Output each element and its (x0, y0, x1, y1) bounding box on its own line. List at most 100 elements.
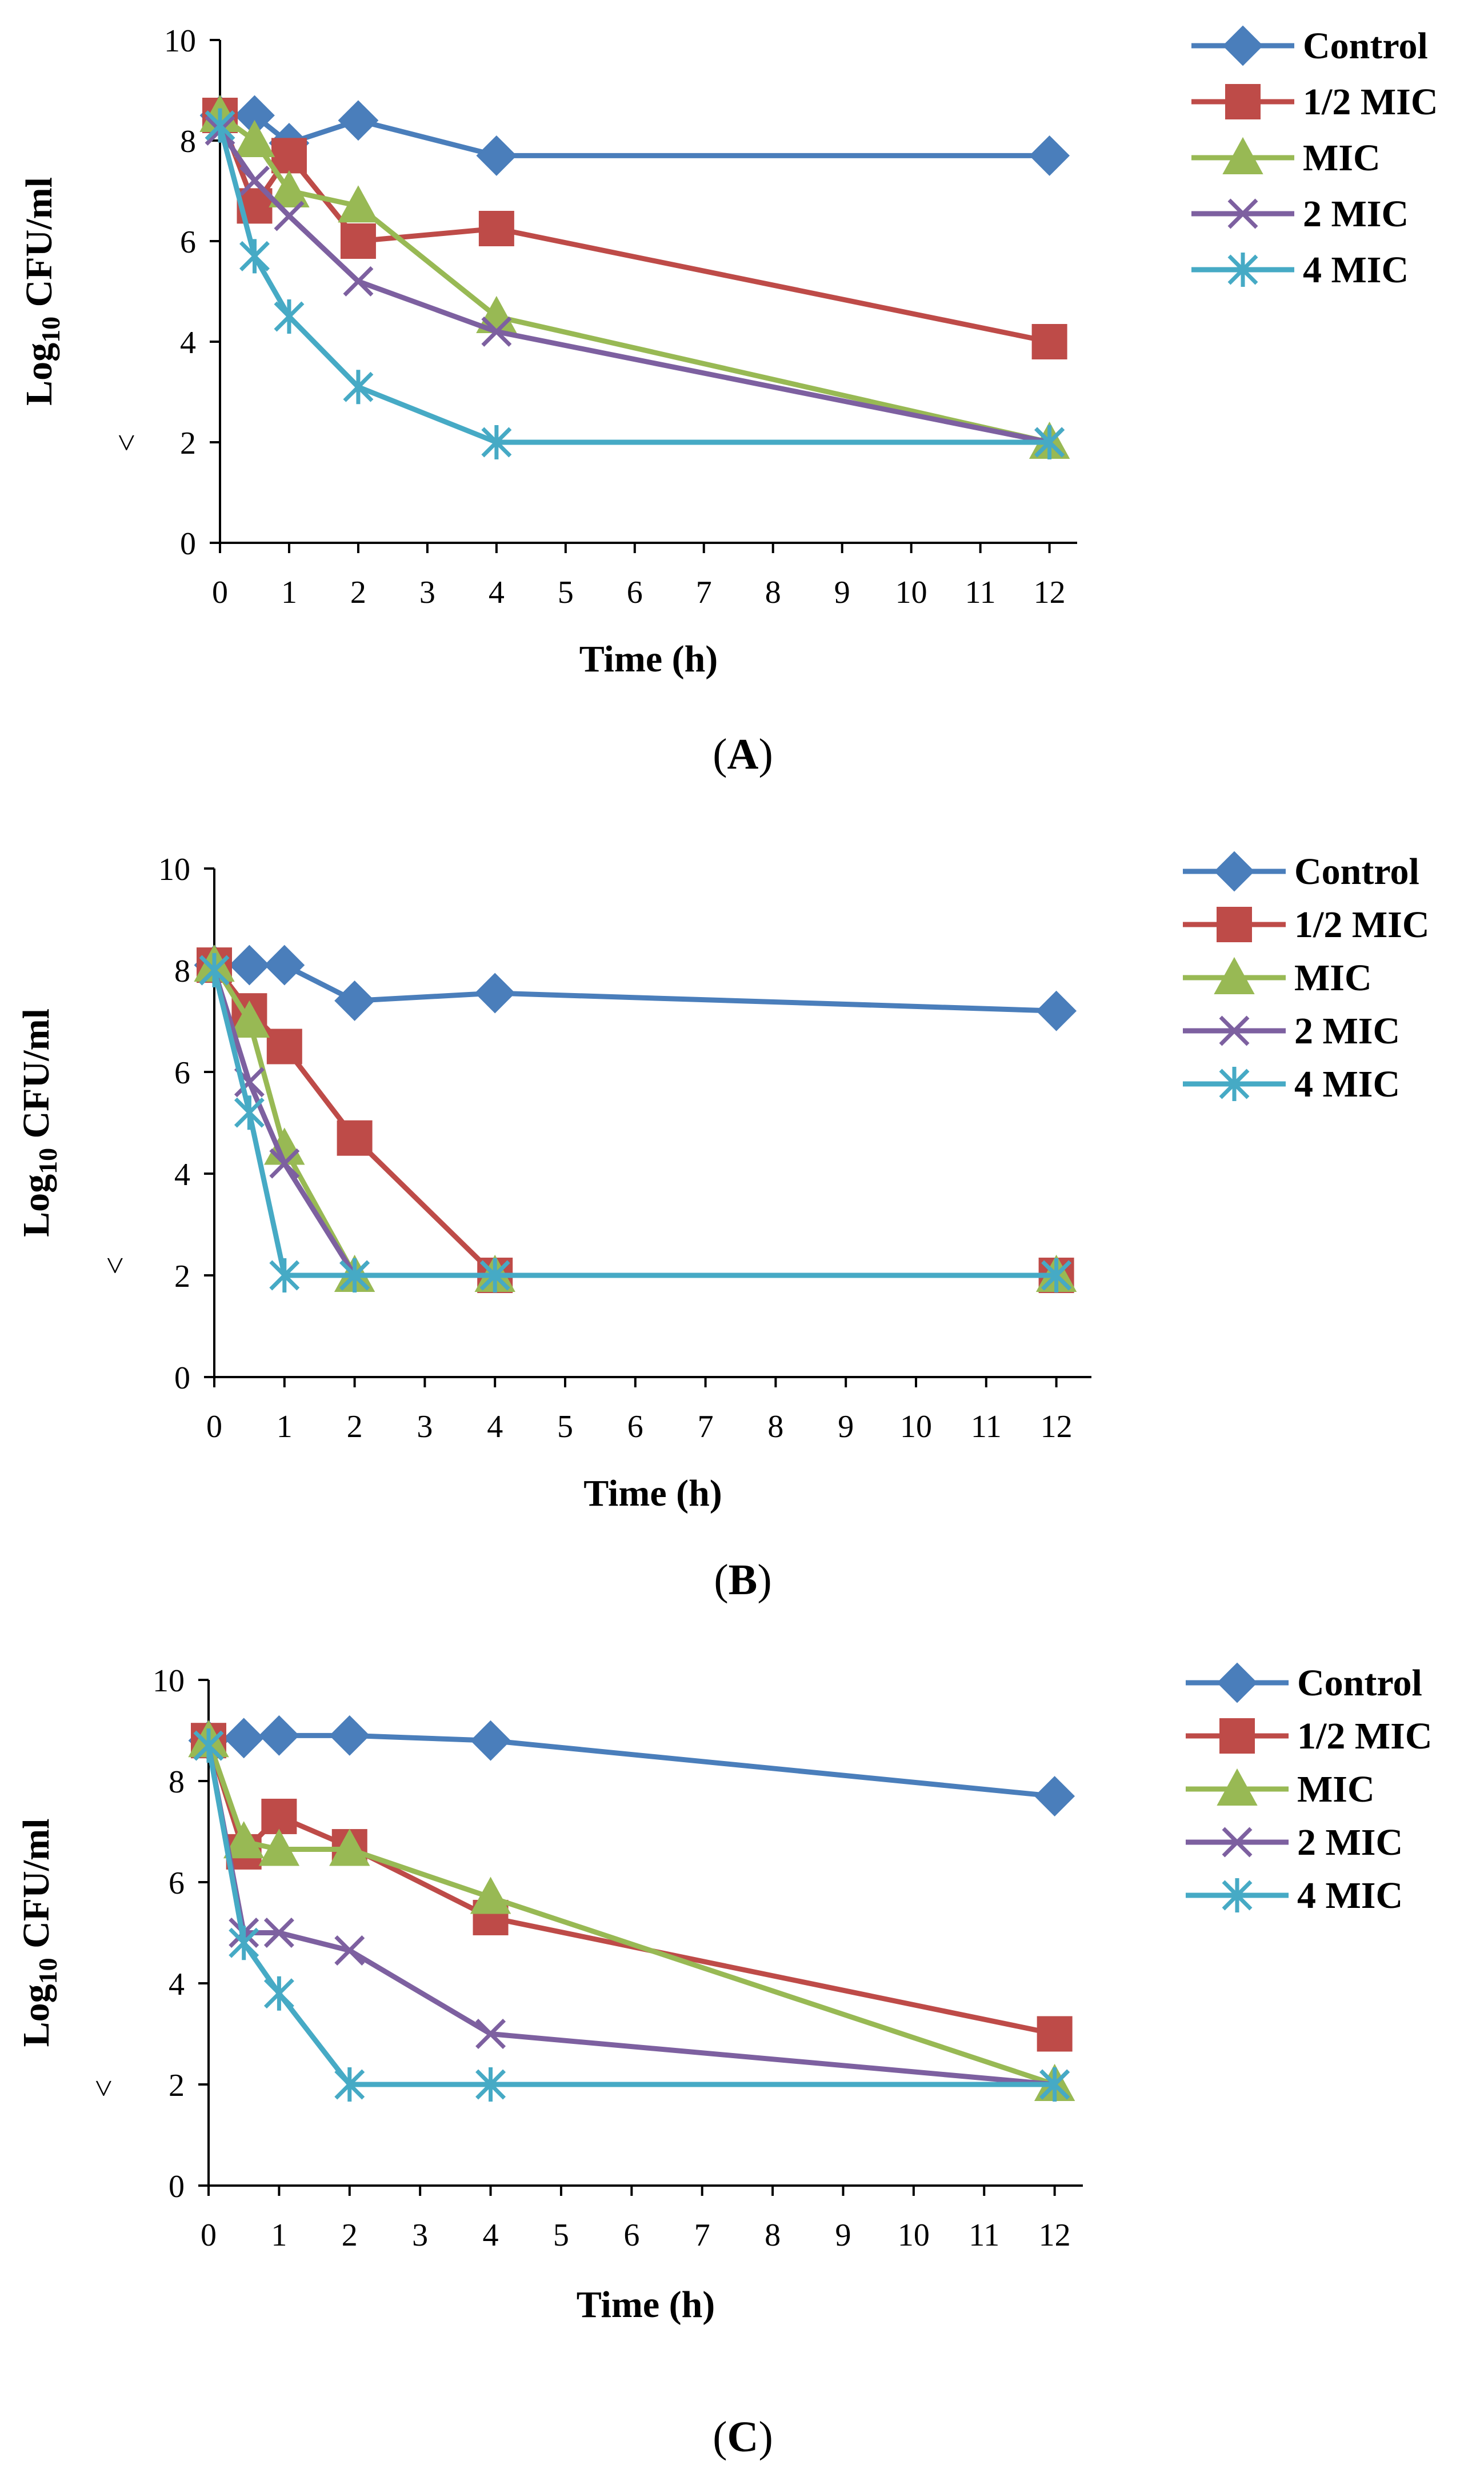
panel-b-legend-label-mic: MIC (1294, 957, 1372, 999)
panel-a-point-4-mic (343, 370, 374, 405)
panel-b-legend-label-1-2-mic: 1/2 MIC (1294, 904, 1429, 946)
panel-c-y-tick-label: 2 (169, 2068, 185, 2103)
panel-c-legend-label-4-mic: 4 MIC (1297, 1875, 1403, 1916)
panel-c-series-4-mic (193, 1728, 1070, 2102)
panel-a-x-tick-label: 10 (895, 575, 927, 610)
panel-c-point-mic (258, 1828, 300, 1866)
panel-b-label-letter: B (729, 1556, 758, 1604)
panel-c-legend-marker-2-mic (1222, 1827, 1253, 1858)
panel-b-x-tick-label: 2 (347, 1409, 363, 1444)
panel-c-legend-label-2-mic: 2 MIC (1297, 1822, 1403, 1863)
panel-b-x-tick-label: 7 (698, 1409, 714, 1444)
panel-b-y-tick-label: 10 (158, 852, 190, 887)
panel-a-point-2-mic (481, 316, 512, 347)
panel-c-x-tick-label: 5 (553, 2218, 569, 2253)
panel-a-y-tick-label: 10 (164, 23, 196, 59)
panel-c-legend-label-1-2-mic: 1/2 MIC (1297, 1715, 1432, 1757)
panel-c-x-tick-label: 1 (271, 2218, 287, 2253)
panel-a-y-tick-label: 4 (180, 325, 196, 361)
panel-c-point-4-mic (475, 2067, 506, 2102)
panel-b-point-control (474, 973, 515, 1014)
panel-a-x-tick-label: 9 (834, 575, 850, 610)
panel-a-x-tick-label: 7 (696, 575, 712, 610)
panel-a-legend-label-mic: MIC (1303, 137, 1381, 179)
panel-c-x-tick-label: 6 (623, 2218, 639, 2253)
panel-b-legend-label-2-mic: 2 MIC (1294, 1010, 1400, 1052)
panel-b-x-tick-label: 11 (971, 1409, 1002, 1444)
panel-a-series-control (199, 95, 1070, 176)
panel-a-point-4-mic (205, 108, 235, 143)
panel-b-legend-label-4-mic: 4 MIC (1294, 1063, 1400, 1105)
panel-c-line-4-mic (206, 1745, 1055, 2087)
panel-c-x-tick-label: 10 (898, 2218, 930, 2253)
panel-c-legend-label-control: Control (1297, 1662, 1422, 1704)
panel-a-y-axis-title-rest: CFU/ml (18, 177, 60, 317)
panel-c-point-control (470, 1720, 511, 1761)
panel-c-point-2-mic (263, 1918, 294, 1948)
panel-a-line-2-mic (218, 129, 1050, 445)
panel-b-legend-marker-mic (1214, 957, 1255, 994)
panel-a-point-mic (269, 170, 310, 207)
panel-c-point-control (1034, 1776, 1075, 1816)
panel-a-line-mic (218, 113, 1050, 445)
panel-c-point-control (223, 1718, 265, 1759)
panel-c-x-tick-label: 7 (694, 2218, 710, 2253)
panel-b-point-control (264, 945, 305, 986)
panel-c-point-control (329, 1715, 370, 1756)
panel-a-line-4-mic (217, 125, 1050, 445)
panel-a-point-mic (338, 185, 379, 223)
panel-b-y-axis-title-subscript: 10 (33, 1148, 62, 1174)
panel-a-point-control (1029, 135, 1070, 176)
panel-a-point-2-mic (239, 165, 270, 196)
panel-a-x-tick-label: 4 (489, 575, 505, 610)
panel-c-y-tick-label: 0 (169, 2169, 185, 2204)
panel-c-series-mic (188, 1720, 1075, 2101)
panel-a-x-tick-label: 2 (350, 575, 366, 610)
panel-b-y-axis-title-rest: CFU/ml (15, 1009, 57, 1148)
panel-b-x-tick-label: 12 (1041, 1409, 1073, 1444)
panel-c-point-4-mic (263, 1976, 294, 2011)
panel-c-x-tick-label: 12 (1039, 2218, 1071, 2253)
panel-a-legend-label-control: Control (1303, 25, 1428, 67)
panel-a-label-close: ) (758, 730, 773, 778)
panel-a-x-axis-title: Time (h) (579, 638, 718, 680)
panel-b-series-control (194, 945, 1077, 1031)
panel-b-label-close: ) (757, 1556, 771, 1604)
panel-a-point-4-mic (239, 239, 270, 274)
panel-c-point-1-2-mic (1037, 2016, 1073, 2052)
panel-a-legend-marker-1-2-mic (1225, 84, 1261, 119)
panel-b-legend-marker-control (1214, 851, 1255, 892)
panel-b-legend-label-control: Control (1294, 851, 1419, 893)
panel-a-point-1-2-mic (340, 223, 376, 259)
panel-a-point-control (338, 100, 379, 141)
panel-c-x-tick-label: 8 (765, 2218, 781, 2253)
panel-c-legend-marker-control (1217, 1662, 1258, 1703)
panel-c-x-tick-label: 2 (342, 2218, 358, 2253)
panel-b-x-tick-label: 10 (900, 1409, 932, 1444)
panel-b-label: (B) (714, 1556, 771, 1604)
panel-c-legend-marker-4-mic (1222, 1878, 1253, 1912)
panel-a-y-tick-label: 0 (180, 526, 196, 562)
panel-c-x-tick-label: 11 (969, 2218, 999, 2253)
panel-b-y-tick-label: 2 (174, 1259, 190, 1294)
panel-b-label-open: ( (714, 1556, 728, 1604)
panel-c-x-tick-label: 4 (483, 2218, 499, 2253)
panel-b-y-tick-label: 4 (174, 1157, 190, 1193)
panel-a-legend-label-4-mic: 4 MIC (1303, 249, 1409, 291)
panel-c-y-tick-label: 10 (153, 1663, 185, 1699)
panel-c-legend-marker-1-2-mic (1219, 1718, 1255, 1754)
panel-c-x-axis-title: Time (h) (577, 2284, 715, 2326)
panel-c-label-close: ) (758, 2413, 773, 2461)
panel-b-point-4-mic (1041, 1258, 1072, 1292)
panel-a-y-tick-label: 2 (180, 426, 196, 461)
panel-b-legend-marker-4-mic (1219, 1067, 1250, 1101)
panel-c-point-4-mic (1039, 2067, 1070, 2102)
panel-a-point-2-mic (343, 266, 374, 297)
panel-b-point-4-mic (234, 1095, 265, 1130)
panel-b-legend-marker-1-2-mic (1217, 907, 1252, 942)
panel-c-point-2-mic (334, 1935, 365, 1966)
panel-a-legend-marker-control (1222, 25, 1263, 66)
panel-a-x-tick-label: 3 (419, 575, 435, 610)
panel-b-point-4-mic (199, 953, 230, 987)
